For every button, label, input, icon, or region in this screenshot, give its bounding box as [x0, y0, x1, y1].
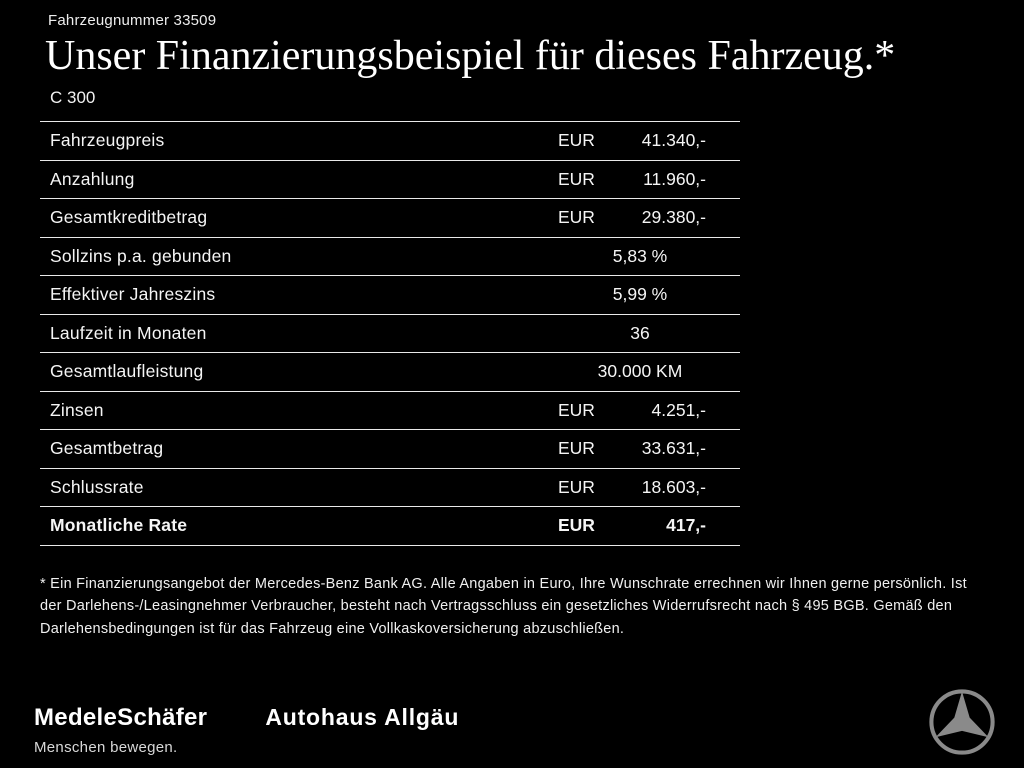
dealer-logo-autohaus-allgaeu: Autohaus Allgäu: [265, 704, 460, 730]
row-currency: EUR: [558, 438, 595, 459]
dealer-logos: MedeleSchäfer Autohaus Allgäu: [34, 704, 459, 732]
row-value-area: 5,99 %: [558, 284, 740, 305]
footnote: * Ein Finanzierungsangebot der Mercedes-…: [40, 575, 967, 637]
table-row: Gesamtbetrag EUR 33.631,-: [40, 429, 740, 468]
row-value: 5,99 %: [612, 284, 668, 305]
row-currency: EUR: [558, 399, 595, 420]
row-label: Gesamtkreditbetrag: [50, 207, 208, 228]
table-row: Laufzeit in Monaten 36: [40, 313, 740, 353]
table-row: Zinsen EUR 4.251,-: [40, 390, 740, 430]
row-value: 33.631,-: [641, 438, 706, 459]
page-title: Unser Finanzierungsbeispiel für dieses F…: [45, 33, 896, 79]
footer: MedeleSchäfer Autohaus Allgäu Menschen b…: [34, 688, 996, 758]
dealer-tagline: Menschen bewegen.: [34, 739, 178, 756]
row-value-area: EUR 417,-: [558, 515, 740, 536]
row-currency: EUR: [558, 168, 595, 189]
row-value: 30.000 KM: [597, 361, 683, 382]
table-row: Gesamtlaufleistung 30.000 KM: [40, 352, 740, 391]
row-currency: EUR: [558, 515, 595, 536]
row-label: Laufzeit in Monaten: [50, 322, 207, 343]
row-value: 4.251,-: [651, 399, 706, 420]
row-value: 11.960,-: [643, 168, 706, 189]
table-row: Gesamtkreditbetrag EUR 29.380,-: [40, 198, 740, 237]
mercedes-star-icon: [928, 688, 996, 756]
dealer-logo-medele-schaefer: MedeleSchäfer: [34, 704, 208, 731]
vehicle-model: C 300: [50, 88, 96, 108]
finance-table: Fahrzeugpreis EUR 41.340,- Anzahlung EUR…: [40, 121, 740, 546]
row-value: 36: [630, 322, 650, 343]
dealer-block: MedeleSchäfer Autohaus Allgäu Menschen b…: [34, 704, 459, 758]
row-currency: EUR: [558, 207, 595, 228]
row-label: Zinsen: [50, 399, 104, 420]
row-value: 41.340,-: [641, 130, 706, 151]
row-value-area: EUR 11.960,-: [558, 169, 740, 190]
row-label: Anzahlung: [50, 168, 135, 189]
table-row: Schlussrate EUR 18.603,-: [40, 467, 740, 507]
row-value: 29.380,-: [641, 207, 706, 228]
row-value: 5,83 %: [612, 245, 668, 266]
table-row: Effektiver Jahreszins 5,99 %: [40, 275, 740, 314]
row-value: 417,-: [666, 515, 706, 536]
row-value-area: EUR 29.380,-: [558, 207, 740, 228]
row-currency: EUR: [558, 130, 595, 151]
row-label: Monatliche Rate: [50, 515, 188, 536]
row-value-area: 5,83 %: [558, 246, 740, 267]
row-value: 18.603,-: [641, 476, 706, 497]
row-currency: EUR: [558, 476, 595, 497]
row-value-area: EUR 41.340,-: [558, 130, 740, 151]
row-value-area: 36: [558, 323, 740, 344]
row-value-area: EUR 4.251,-: [558, 400, 740, 421]
row-label: Gesamtlaufleistung: [50, 361, 204, 382]
row-value-area: 30.000 KM: [558, 361, 740, 382]
row-label: Gesamtbetrag: [50, 438, 164, 459]
row-label: Schlussrate: [50, 476, 144, 497]
row-label: Effektiver Jahreszins: [50, 284, 216, 305]
row-label: Sollzins p.a. gebunden: [50, 245, 232, 266]
table-row: Sollzins p.a. gebunden 5,83 %: [40, 236, 740, 276]
row-label: Fahrzeugpreis: [50, 130, 165, 151]
table-row: Anzahlung EUR 11.960,-: [40, 159, 740, 199]
vehicle-number: Fahrzeugnummer 33509: [48, 12, 217, 29]
row-value-area: EUR 18.603,-: [558, 477, 740, 498]
row-value-area: EUR 33.631,-: [558, 438, 740, 459]
table-row: Fahrzeugpreis EUR 41.340,-: [40, 121, 740, 160]
table-row: Monatliche Rate EUR 417,-: [40, 506, 740, 545]
